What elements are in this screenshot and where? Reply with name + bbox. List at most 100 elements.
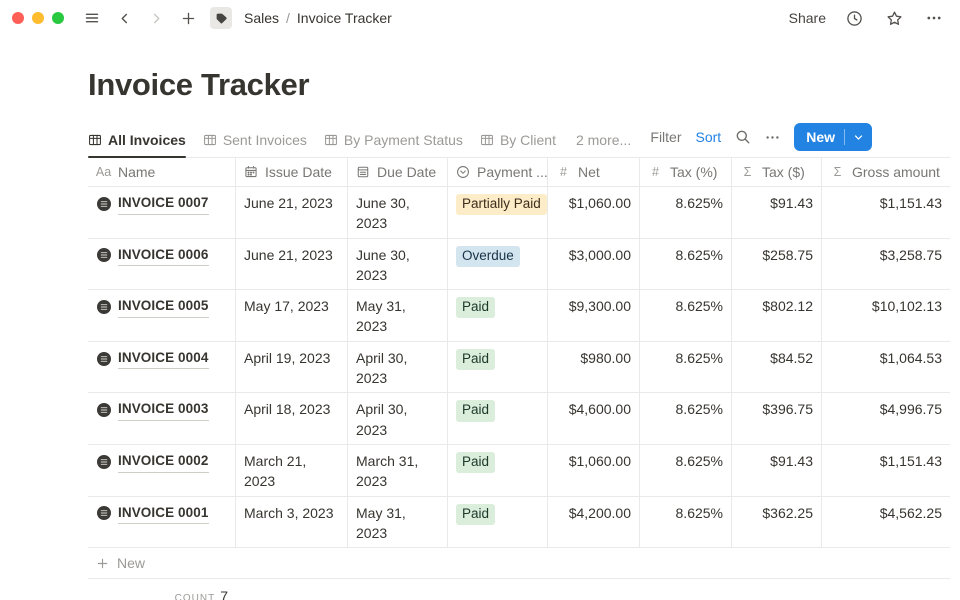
share-button[interactable]: Share: [788, 10, 826, 26]
cell-net[interactable]: $980.00: [548, 341, 640, 393]
cell-issue[interactable]: April 19, 2023: [236, 341, 348, 393]
clock-icon[interactable]: [842, 6, 866, 30]
cell-issue[interactable]: June 21, 2023: [236, 238, 348, 290]
new-row-button[interactable]: New: [88, 548, 950, 580]
new-button[interactable]: New: [794, 123, 872, 151]
cell-tax_pct[interactable]: 8.625%: [640, 496, 732, 548]
cell-due[interactable]: April 30, 2023: [348, 341, 448, 393]
star-icon[interactable]: [882, 6, 906, 30]
window-close-button[interactable]: [12, 12, 24, 24]
cell-tax_pct[interactable]: 8.625%: [640, 393, 732, 444]
cell-tax_pct[interactable]: 8.625%: [640, 290, 732, 341]
cell-name[interactable]: INVOICE 0005: [88, 290, 236, 341]
page-icon-chip[interactable]: [210, 7, 232, 29]
cell-tax_pct[interactable]: 8.625%: [640, 187, 732, 238]
more-options-icon[interactable]: [765, 130, 780, 145]
cell-name[interactable]: INVOICE 0003: [88, 393, 236, 444]
column-header-gross[interactable]: Σ Gross amount: [822, 158, 950, 186]
chevron-down-icon[interactable]: [845, 132, 872, 143]
cell-issue[interactable]: March 3, 2023: [236, 496, 348, 548]
cell-net[interactable]: $1,060.00: [548, 444, 640, 496]
cell-due[interactable]: April 30, 2023: [348, 393, 448, 444]
more-icon[interactable]: [922, 6, 946, 30]
column-header-issue[interactable]: Issue Date: [236, 158, 348, 186]
breadcrumb-page[interactable]: Invoice Tracker: [296, 10, 392, 26]
cell-status[interactable]: Paid: [448, 496, 548, 548]
chevron-left-icon[interactable]: [112, 6, 136, 30]
plus-icon[interactable]: [176, 6, 200, 30]
cell-net[interactable]: $4,600.00: [548, 393, 640, 444]
cell-tax_pct[interactable]: 8.625%: [640, 444, 732, 496]
page-title[interactable]: Invoice Tracker: [88, 67, 310, 102]
chevron-right-icon[interactable]: [144, 6, 168, 30]
breadcrumb-section[interactable]: Sales: [244, 10, 280, 26]
invoice-page-link[interactable]: INVOICE 0007: [118, 193, 209, 215]
cell-issue[interactable]: May 17, 2023: [236, 290, 348, 341]
cell-net[interactable]: $1,060.00: [548, 187, 640, 238]
tab-all-invoices[interactable]: All Invoices: [88, 132, 186, 158]
cell-net[interactable]: $9,300.00: [548, 290, 640, 341]
cell-gross[interactable]: $1,151.43: [879, 195, 942, 211]
cell-name[interactable]: INVOICE 0001: [88, 496, 236, 548]
filter-button[interactable]: Filter: [650, 129, 682, 145]
column-header-net[interactable]: # Net: [548, 158, 640, 186]
cell-name[interactable]: INVOICE 0006: [88, 238, 236, 290]
cell-status[interactable]: Partially Paid: [448, 187, 548, 238]
cell-tax_pct[interactable]: 8.625%: [640, 238, 732, 290]
cell-status[interactable]: Overdue: [448, 238, 548, 290]
cell-tax_usd[interactable]: $91.43: [732, 444, 822, 496]
cell-due[interactable]: May 31, 2023: [348, 496, 448, 548]
cell-net[interactable]: $3,000.00: [548, 238, 640, 290]
cell-net[interactable]: $4,200.00: [548, 496, 640, 548]
invoice-page-link[interactable]: INVOICE 0006: [118, 245, 209, 267]
cell-due[interactable]: June 30, 2023: [348, 187, 448, 238]
invoice-page-link[interactable]: INVOICE 0005: [118, 296, 209, 318]
window-zoom-button[interactable]: [52, 12, 64, 24]
cell-gross[interactable]: $10,102.13: [871, 298, 942, 315]
cell-status[interactable]: Paid: [448, 393, 548, 444]
count-calc[interactable]: COUNT 7: [88, 588, 236, 600]
cell-due[interactable]: June 30, 2023: [348, 238, 448, 290]
cell-tax_usd[interactable]: $396.75: [732, 393, 822, 444]
cell-gross[interactable]: $4,562.25: [879, 504, 942, 521]
column-header-tax_pct[interactable]: # Tax (%): [640, 158, 732, 186]
cell-status[interactable]: Paid: [448, 341, 548, 393]
column-header-name[interactable]: Aa Name: [88, 158, 236, 186]
sort-button[interactable]: Sort: [695, 129, 722, 145]
invoice-page-link[interactable]: INVOICE 0002: [118, 451, 209, 473]
cell-tax_usd[interactable]: $362.25: [732, 496, 822, 548]
cell-name[interactable]: INVOICE 0002: [88, 444, 236, 496]
invoice-page-link[interactable]: INVOICE 0003: [118, 399, 209, 421]
cell-tax_usd[interactable]: $91.43: [732, 187, 822, 238]
invoice-page-link[interactable]: INVOICE 0001: [118, 503, 209, 525]
column-header-due[interactable]: Due Date: [348, 158, 448, 186]
cell-status[interactable]: Paid: [448, 444, 548, 496]
tab-by-payment-status[interactable]: By Payment Status: [324, 132, 463, 157]
cell-tax_usd[interactable]: $258.75: [732, 238, 822, 290]
cell-due[interactable]: May 31, 2023: [348, 290, 448, 341]
more-views-button[interactable]: 2 more...: [575, 132, 632, 148]
search-icon[interactable]: [735, 129, 751, 145]
tab-sent-invoices[interactable]: Sent Invoices: [203, 132, 307, 157]
cell-name[interactable]: INVOICE 0004: [88, 341, 236, 393]
column-header-status[interactable]: Payment ...: [448, 158, 548, 186]
hamburger-icon[interactable]: [80, 6, 104, 30]
cell-gross[interactable]: $3,258.75: [879, 246, 942, 263]
cell-issue[interactable]: June 21, 2023: [236, 187, 348, 238]
cell-tax_usd[interactable]: $802.12: [732, 290, 822, 341]
invoice-page-link[interactable]: INVOICE 0004: [118, 348, 209, 370]
window-minimize-button[interactable]: [32, 12, 44, 24]
cell-gross[interactable]: $4,996.75: [879, 401, 942, 418]
tab-by-client[interactable]: By Client: [480, 132, 556, 157]
column-header-tax_usd[interactable]: Σ Tax ($): [732, 158, 822, 186]
cell-issue[interactable]: March 21, 2023: [236, 444, 348, 496]
cell-due[interactable]: March 31, 2023: [348, 444, 448, 496]
cell-gross[interactable]: $1,064.53: [879, 349, 942, 366]
cell-gross[interactable]: $1,151.43: [879, 452, 942, 469]
cell-tax_pct[interactable]: 8.625%: [640, 341, 732, 393]
cell-tax_usd[interactable]: $84.52: [732, 341, 822, 393]
cell-status[interactable]: Paid: [448, 290, 548, 341]
cell-name[interactable]: INVOICE 0007: [88, 187, 236, 238]
cell-issue[interactable]: April 18, 2023: [236, 393, 348, 444]
